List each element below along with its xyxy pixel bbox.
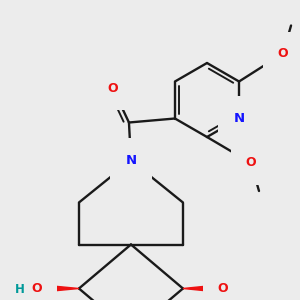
Text: N: N [125, 154, 136, 167]
Text: O: O [278, 47, 288, 60]
Text: H: H [15, 283, 25, 296]
Text: N: N [233, 112, 244, 125]
Text: O: O [108, 82, 118, 95]
Polygon shape [183, 284, 223, 292]
Polygon shape [37, 284, 79, 292]
Text: O: O [32, 282, 42, 295]
Text: O: O [246, 157, 256, 169]
Text: O: O [218, 282, 228, 295]
